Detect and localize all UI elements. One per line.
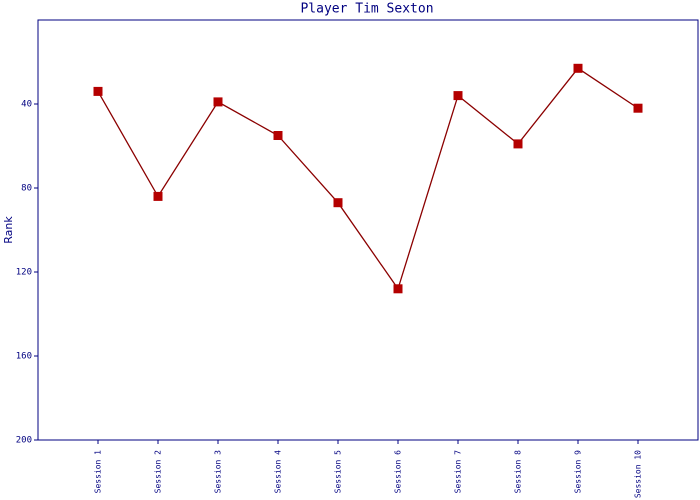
data-point (393, 284, 403, 294)
data-point (513, 139, 523, 149)
y-tick-label: 80 (21, 184, 32, 194)
x-tick-label: Session 7 (454, 450, 463, 494)
y-axis-label: Rank (2, 216, 15, 244)
x-tick-label: Session 5 (334, 450, 343, 494)
x-tick-label: Session 6 (394, 450, 403, 494)
y-tick-label: 40 (21, 100, 32, 110)
x-tick-label: Session 3 (214, 450, 223, 494)
x-tick-label: Session 1 (94, 450, 103, 494)
x-tick-label: Session 8 (514, 450, 523, 494)
y-tick-label: 160 (16, 352, 32, 362)
data-point (93, 86, 103, 96)
y-tick-label: 120 (16, 268, 32, 278)
data-point (633, 103, 643, 113)
data-point (153, 191, 163, 201)
data-point (213, 97, 223, 107)
data-point (333, 198, 343, 208)
data-point (453, 91, 463, 101)
data-point (573, 63, 583, 73)
x-tick-label: Session 4 (274, 450, 283, 494)
data-point (273, 131, 283, 140)
x-tick-label: Session 2 (154, 450, 163, 494)
series-line (97, 67, 639, 291)
chart-title: Player Tim Sexton (300, 2, 433, 17)
y-tick-label: 200 (16, 436, 32, 446)
x-tick-label: Session 10 (634, 450, 643, 498)
plot-frame (37, 19, 699, 441)
x-tick-label: Session 9 (574, 450, 583, 494)
